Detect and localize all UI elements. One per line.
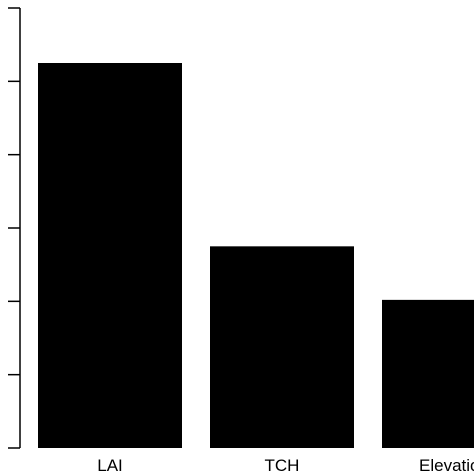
- bar-lai: [38, 63, 182, 448]
- bar-elevation: [382, 299, 474, 448]
- x-tick-labels: LAI TCH Elevation: [97, 456, 474, 474]
- bar-tch: [210, 246, 354, 448]
- x-tick-label-tch: TCH: [265, 456, 300, 474]
- bars: [38, 63, 474, 448]
- x-tick-label-lai: LAI: [97, 456, 123, 474]
- y-axis: [8, 7, 21, 449]
- x-tick-label-elevation: Elevation: [419, 456, 474, 474]
